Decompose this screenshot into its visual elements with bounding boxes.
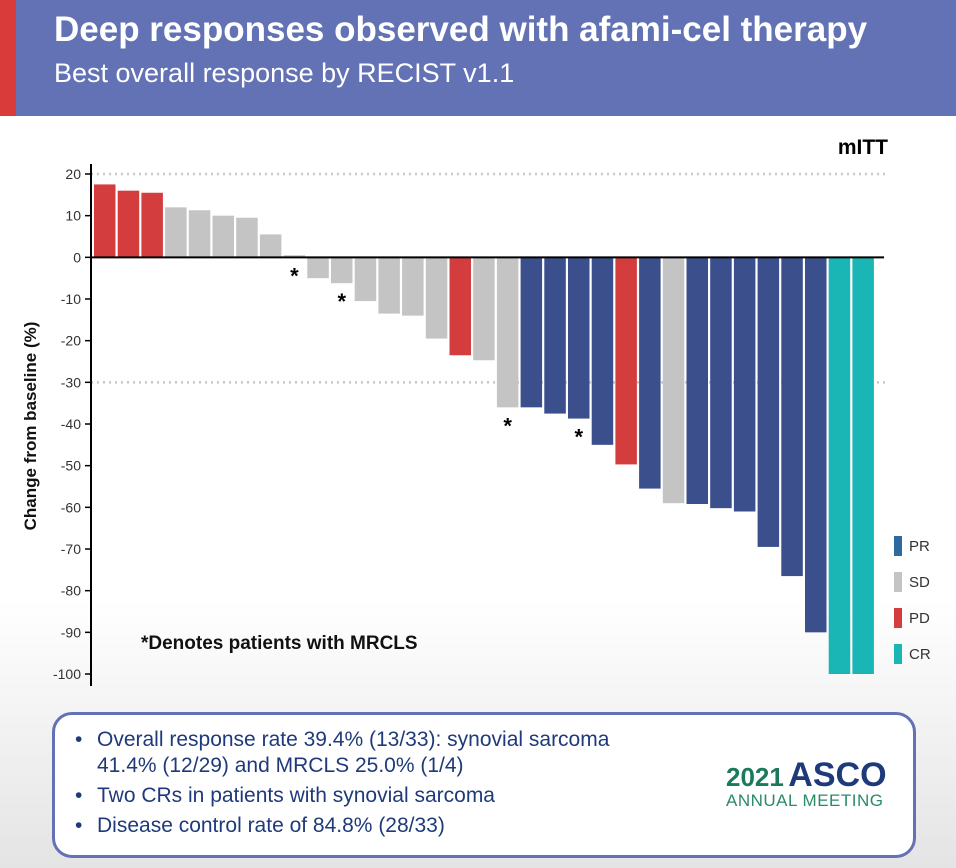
legend-swatch (894, 572, 902, 592)
legend-swatch (894, 644, 902, 664)
y-tick-label: -60 (61, 499, 81, 515)
logo-tagline: ANNUAL MEETING (726, 791, 884, 810)
logo-org: ASCO (788, 756, 887, 794)
y-tick-label: 10 (65, 208, 81, 224)
slide-subtitle: Best overall response by RECIST v1.1 (54, 58, 515, 88)
bar (852, 257, 874, 674)
bullet-dot: • (75, 728, 83, 751)
bar (828, 257, 851, 674)
bar (94, 184, 116, 258)
chart-title: mITT (838, 136, 888, 159)
y-tick-label: -80 (61, 583, 81, 599)
y-tick-label: -70 (61, 541, 81, 557)
y-tick-label: -100 (53, 666, 81, 682)
summary-box: • Overall response rate 39.4% (13/33): sy… (52, 712, 916, 858)
y-tick-label: 0 (73, 249, 81, 265)
y-tick-label: -30 (61, 374, 81, 390)
bar (212, 215, 234, 258)
y-tick-label: -50 (61, 458, 81, 474)
waterfall-chart: 20 10 0 -10 -20 -30 -40 -50 -60 -70 -80 -90 -100 * * * *… (21, 136, 931, 686)
bar (165, 207, 187, 258)
bar (378, 257, 400, 314)
legend-label: PD (909, 610, 930, 627)
legend-label: PR (909, 538, 930, 555)
summary-list: • Overall response rate 39.4% (13/33): sy… (55, 715, 913, 839)
mrcls-asterisk: * (290, 263, 299, 288)
header-accent-bar (0, 0, 16, 116)
bar (544, 257, 566, 414)
bullet-dot: • (75, 784, 83, 807)
bar (188, 210, 211, 258)
summary-bullet-orr: • Overall response rate 39.4% (13/33): sy… (75, 728, 610, 777)
bar (615, 257, 637, 465)
bar (733, 257, 756, 512)
bar (259, 234, 282, 258)
bar (568, 257, 590, 419)
bar (449, 257, 471, 356)
bar (236, 217, 258, 258)
mrcls-asterisk: * (337, 289, 346, 314)
bar (473, 257, 495, 361)
bar (425, 257, 448, 339)
slide-header: Deep responses observed with afami-cel t… (0, 0, 956, 116)
y-tick-label: -10 (61, 291, 81, 307)
summary-bullet-dcr: • Disease control rate of 84.8% (28/33) (75, 814, 445, 837)
bar (591, 257, 614, 445)
bar (117, 190, 140, 258)
slide-title: Deep responses observed with afami-cel t… (54, 10, 868, 49)
legend-label: SD (909, 574, 930, 591)
logo-year: 2021 (726, 762, 784, 792)
footnote: *Denotes patients with MRCLS (141, 633, 418, 654)
y-tick-label: -20 (61, 333, 81, 349)
summary-bullet-cr: • Two CRs in patients with synovial sarco… (75, 784, 495, 807)
mrcls-asterisk: * (574, 425, 583, 450)
y-tick-label: -90 (61, 624, 81, 640)
bullet-dot: • (75, 814, 83, 837)
bar (141, 192, 163, 258)
y-tick-label: -40 (61, 416, 81, 432)
bar (757, 257, 780, 547)
asco-logo: 2021 ASCO ANNUAL MEETING (726, 756, 887, 811)
mrcls-asterisk: * (503, 413, 512, 438)
bar (639, 257, 661, 489)
bar (402, 257, 424, 316)
bar (710, 257, 732, 509)
bar (662, 257, 685, 504)
bar (781, 257, 803, 577)
legend-swatch (894, 608, 902, 628)
bar (496, 257, 519, 408)
bar (686, 257, 708, 504)
bar (283, 255, 306, 258)
bar (805, 257, 827, 633)
bar (307, 257, 329, 279)
bar (354, 257, 377, 302)
y-axis-label: Change from baseline (%) (21, 322, 40, 531)
bar (331, 257, 353, 284)
legend-swatch (894, 536, 902, 556)
y-tick-label: 20 (65, 166, 81, 182)
bar (520, 257, 543, 408)
legend-label: CR (909, 646, 931, 663)
